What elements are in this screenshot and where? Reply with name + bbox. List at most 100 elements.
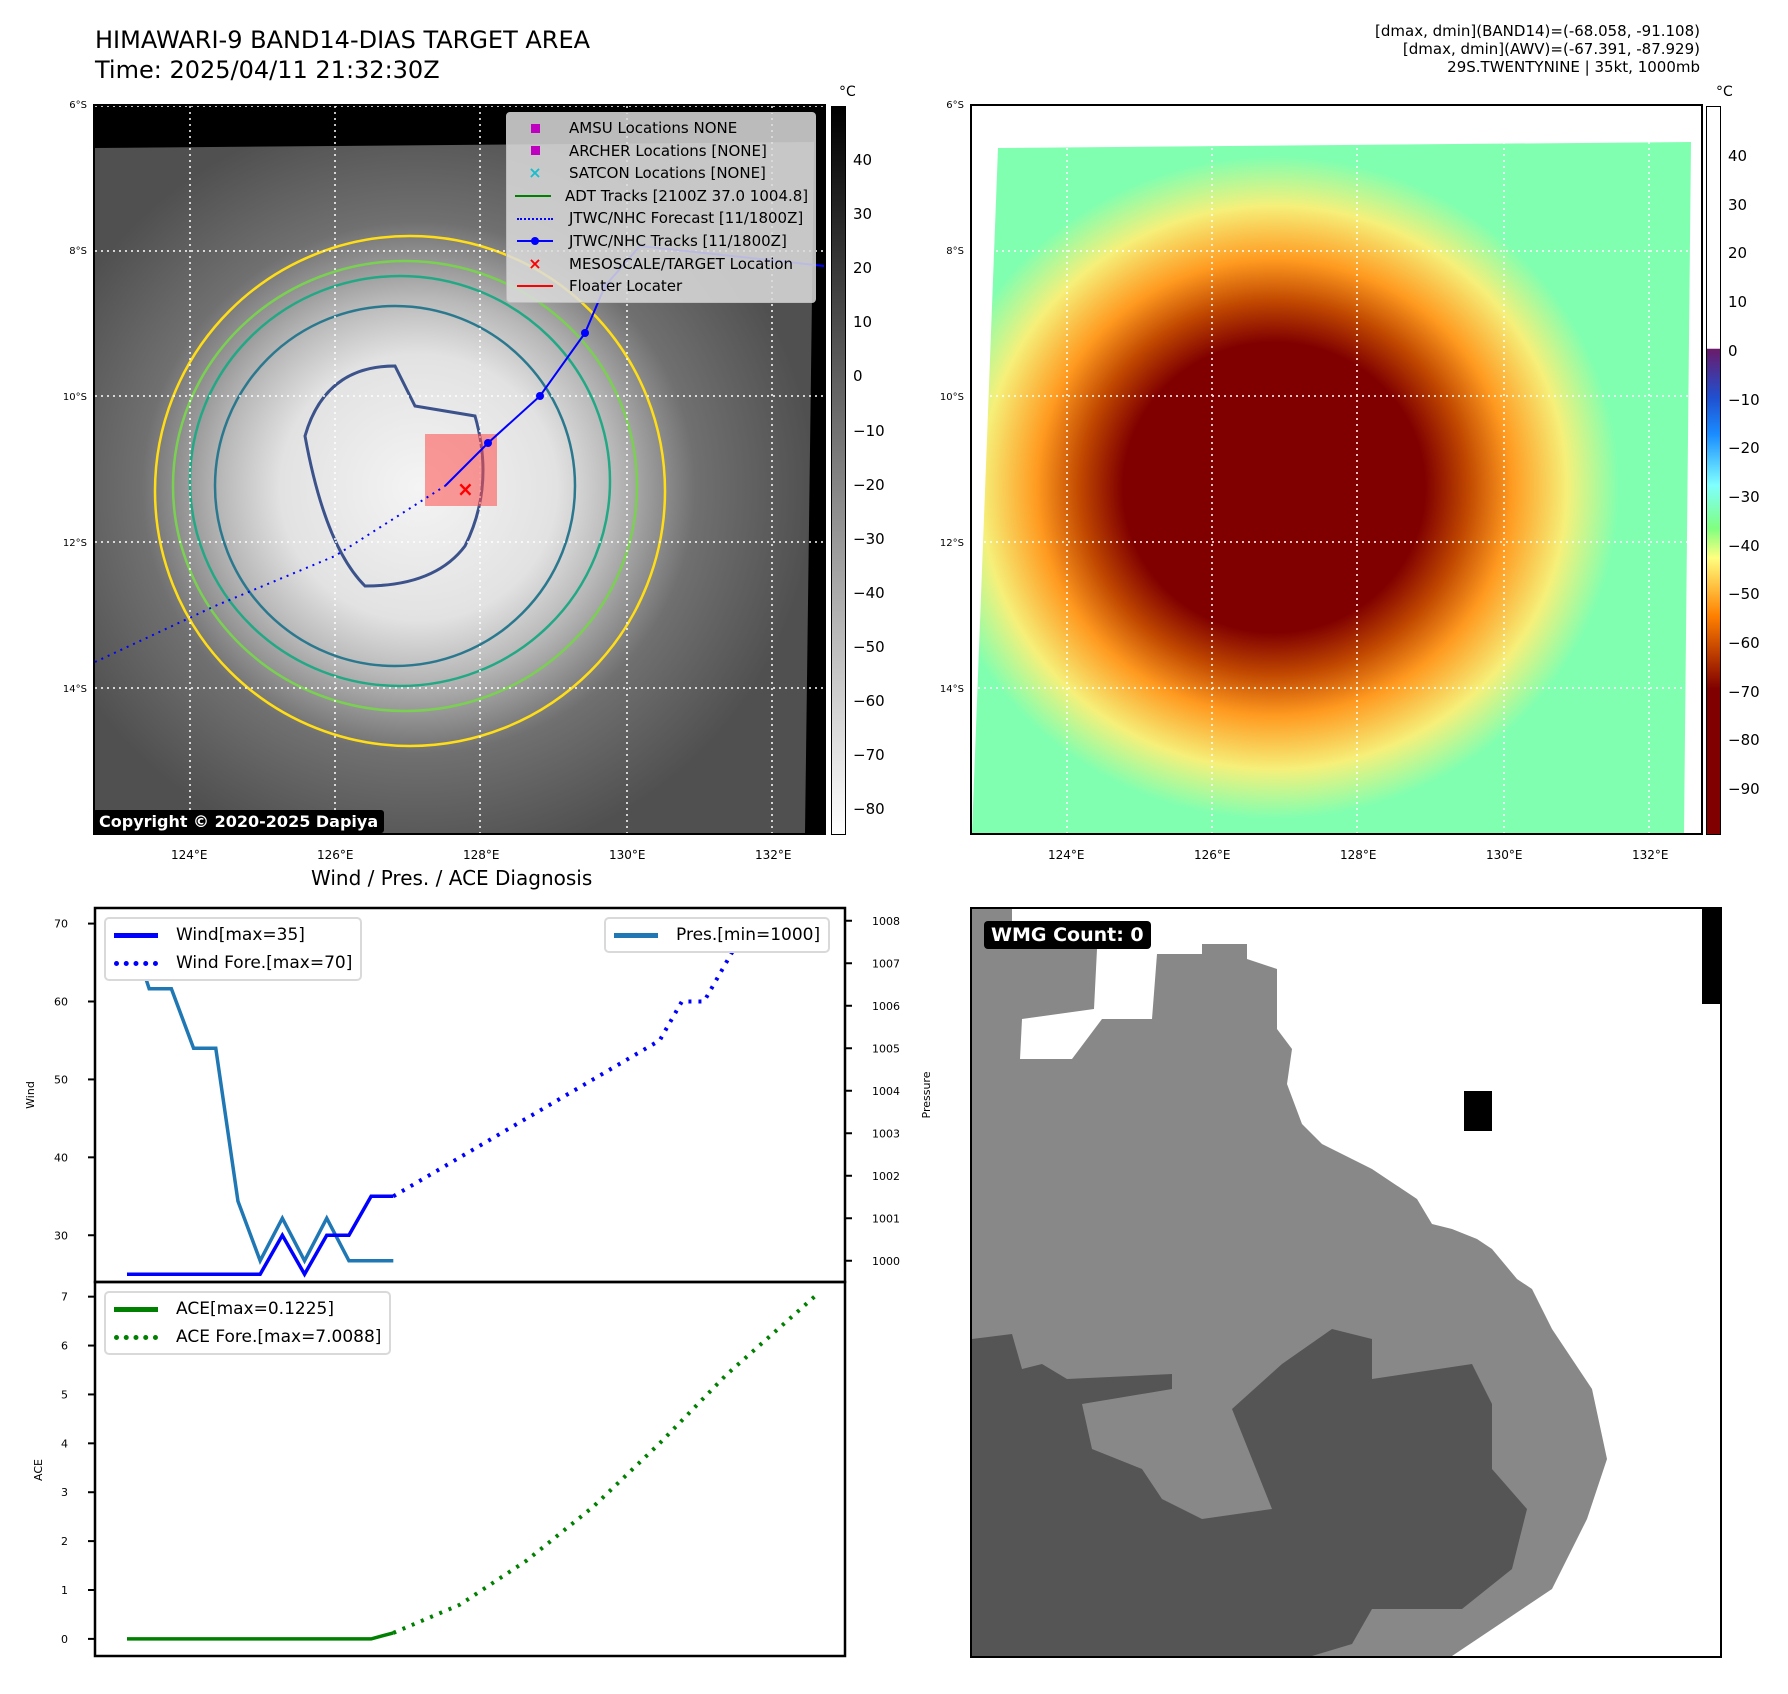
wmg-black-edge — [1702, 909, 1720, 1004]
contour-indigo — [303, 364, 485, 588]
map-legend-label: MESOSCALE/TARGET Location — [569, 254, 794, 273]
left-colorbar-unit: °C — [839, 84, 856, 100]
ace-legend: ACE[max=0.1225] ACE Fore.[max=7.0088] — [104, 1291, 392, 1355]
chart-legend-item: ACE[max=0.1225] — [114, 1295, 381, 1323]
contour-yellow — [153, 234, 667, 748]
pressure-legend: Pres.[min=1000] — [604, 917, 831, 953]
dotted-line-icon — [114, 1334, 162, 1340]
colorbar-tick-label: −60 — [1728, 634, 1760, 652]
left-colorbar — [831, 106, 846, 835]
forecast-track — [95, 485, 446, 663]
colorbar-tick-label: −90 — [1728, 780, 1760, 799]
colorbar-tick-label: −40 — [1728, 536, 1760, 555]
map-legend: AMSU Locations NONE ARCHER Locations [NON… — [506, 112, 816, 303]
colorbar-tick-label: −60 — [853, 692, 885, 710]
ace-tick-label: 2 — [61, 1535, 68, 1548]
map-title: HIMAWARI-9 BAND14-DIAS TARGET AREA — [95, 26, 591, 54]
right-map-lon-label: 126°E — [1194, 848, 1231, 862]
colorbar-tick-label: −20 — [1728, 439, 1760, 458]
colorbar-tick-label: −10 — [853, 421, 885, 440]
right-map-lat-label: 10°S — [939, 392, 964, 403]
chart-legend-item: Pres.[min=1000] — [614, 921, 820, 949]
solid-line-icon — [114, 1306, 162, 1312]
wind-tick-label: 60 — [54, 996, 68, 1009]
colorbar-tick-label: 20 — [1728, 244, 1748, 263]
copyright-badge: Copyright © 2020-2025 Dapiya — [95, 810, 385, 833]
x-marker-icon: × — [528, 253, 542, 273]
map-legend-item: ADT Tracks [2100Z 37.0 1004.8] — [515, 185, 809, 208]
right-map-lon-label: 128°E — [1340, 848, 1377, 862]
colorbar-tick-label: −40 — [853, 583, 885, 602]
chart-legend-label: ACE Fore.[max=7.0088] — [176, 1327, 382, 1347]
wind-y-ticks: 30 40 50 60 70 — [54, 918, 95, 1242]
colorbar-tick-label: 10 — [853, 313, 873, 332]
right-map-lon-label: 124°E — [1048, 848, 1085, 862]
chart-legend-label: Wind Fore.[max=70] — [176, 953, 353, 973]
pressure-tick-label: 1005 — [872, 1042, 900, 1055]
map-time: Time: 2025/04/11 21:32:30Z — [95, 56, 440, 84]
left-map-lon-label: 132°E — [755, 848, 792, 862]
wind-axis-label: Wind — [24, 1081, 37, 1109]
chart-legend-item: Wind Fore.[max=70] — [114, 949, 352, 977]
right-map-lon-label: 132°E — [1632, 848, 1669, 862]
contour-blue — [213, 304, 577, 668]
wmg-panel: WMG Count: 0 — [970, 907, 1722, 1658]
ace-tick-label: 5 — [61, 1388, 68, 1401]
map-legend-item: ARCHER Locations [NONE] — [515, 140, 807, 163]
awv-map-image — [972, 106, 1701, 833]
info-band14: [dmax, dmin](BAND14)=(-68.058, -91.108) — [1375, 22, 1700, 40]
map-legend-label: ARCHER Locations [NONE] — [569, 141, 767, 160]
colorbar-tick-label: 40 — [1728, 147, 1748, 165]
ace-tick-label: 0 — [61, 1633, 68, 1646]
left-map-lon-label: 128°E — [463, 848, 500, 862]
colorbar-tick-label: −30 — [853, 529, 885, 548]
right-map-lat-label: 12°S — [939, 538, 964, 549]
map-legend-label: Floater Locater — [569, 277, 683, 296]
map-legend-label: SATCON Locations [NONE] — [569, 164, 766, 183]
right-colorbar — [1706, 106, 1721, 835]
map-legend-item: Floater Locater — [515, 275, 807, 298]
ir-map-panel: × Copyright © 2020-2025 Dapiya AMSU Loca… — [93, 104, 826, 835]
pressure-tick-label: 1007 — [872, 957, 900, 970]
map-legend-label: ADT Tracks [2100Z 37.0 1004.8] — [565, 186, 809, 205]
ace-y-ticks: 0 1 2 3 4 5 6 7 — [61, 1291, 95, 1646]
line-marker-icon — [515, 195, 551, 198]
colorbar-tick-label: −30 — [1728, 487, 1760, 506]
left-map-lat-label: 6°S — [69, 100, 87, 111]
chart-legend-item: Wind[max=35] — [114, 921, 352, 949]
pressure-tick-label: 1006 — [872, 1000, 900, 1013]
pressure-axis-label: Pressure — [920, 1071, 933, 1118]
contour-green — [171, 259, 639, 713]
pressure-tick-label: 1004 — [872, 1085, 900, 1098]
ace-tick-label: 4 — [61, 1437, 68, 1450]
colorbar-tick-label: 40 — [853, 151, 873, 169]
colorbar-tick-label: −80 — [853, 800, 885, 819]
right-map-lat-label: 14°S — [939, 684, 964, 695]
map-legend-label: JTWC/NHC Tracks [11/1800Z] — [569, 231, 787, 250]
left-map-lon-label: 124°E — [171, 848, 208, 862]
map-legend-label: JTWC/NHC Forecast [11/1800Z] — [569, 209, 804, 228]
ace-tick-label: 3 — [61, 1486, 68, 1499]
left-map-lat-label: 8°S — [69, 246, 87, 257]
pressure-tick-label: 1002 — [872, 1170, 900, 1183]
target-location-marker: × — [457, 477, 474, 501]
map-legend-item: JTWC/NHC Tracks [11/1800Z] — [515, 230, 807, 253]
right-map-lat-label: 6°S — [946, 100, 964, 111]
ace-tick-label: 6 — [61, 1340, 68, 1353]
colorbar-tick-label: 30 — [1728, 195, 1748, 214]
colorbar-tick-label: 0 — [853, 367, 863, 386]
contour-teal — [188, 274, 612, 688]
colorbar-tick-label: 20 — [853, 259, 873, 278]
left-map-lon-label: 130°E — [609, 848, 646, 862]
colorbar-tick-label: 0 — [1728, 341, 1738, 360]
colorbar-tick-label: 10 — [1728, 293, 1748, 312]
map-legend-item: JTWC/NHC Forecast [11/1800Z] — [515, 207, 807, 230]
left-map-lon-label: 126°E — [317, 848, 354, 862]
awv-gridlines — [972, 106, 1701, 833]
chart-legend-label: ACE[max=0.1225] — [176, 1299, 334, 1319]
info-awv: [dmax, dmin](AWV)=(-67.391, -87.929) — [1402, 40, 1700, 58]
colorbar-tick-label: −70 — [853, 746, 885, 765]
solid-line-icon — [114, 932, 162, 938]
pressure-tick-label: 1008 — [872, 915, 900, 928]
line-marker-icon — [515, 237, 555, 246]
